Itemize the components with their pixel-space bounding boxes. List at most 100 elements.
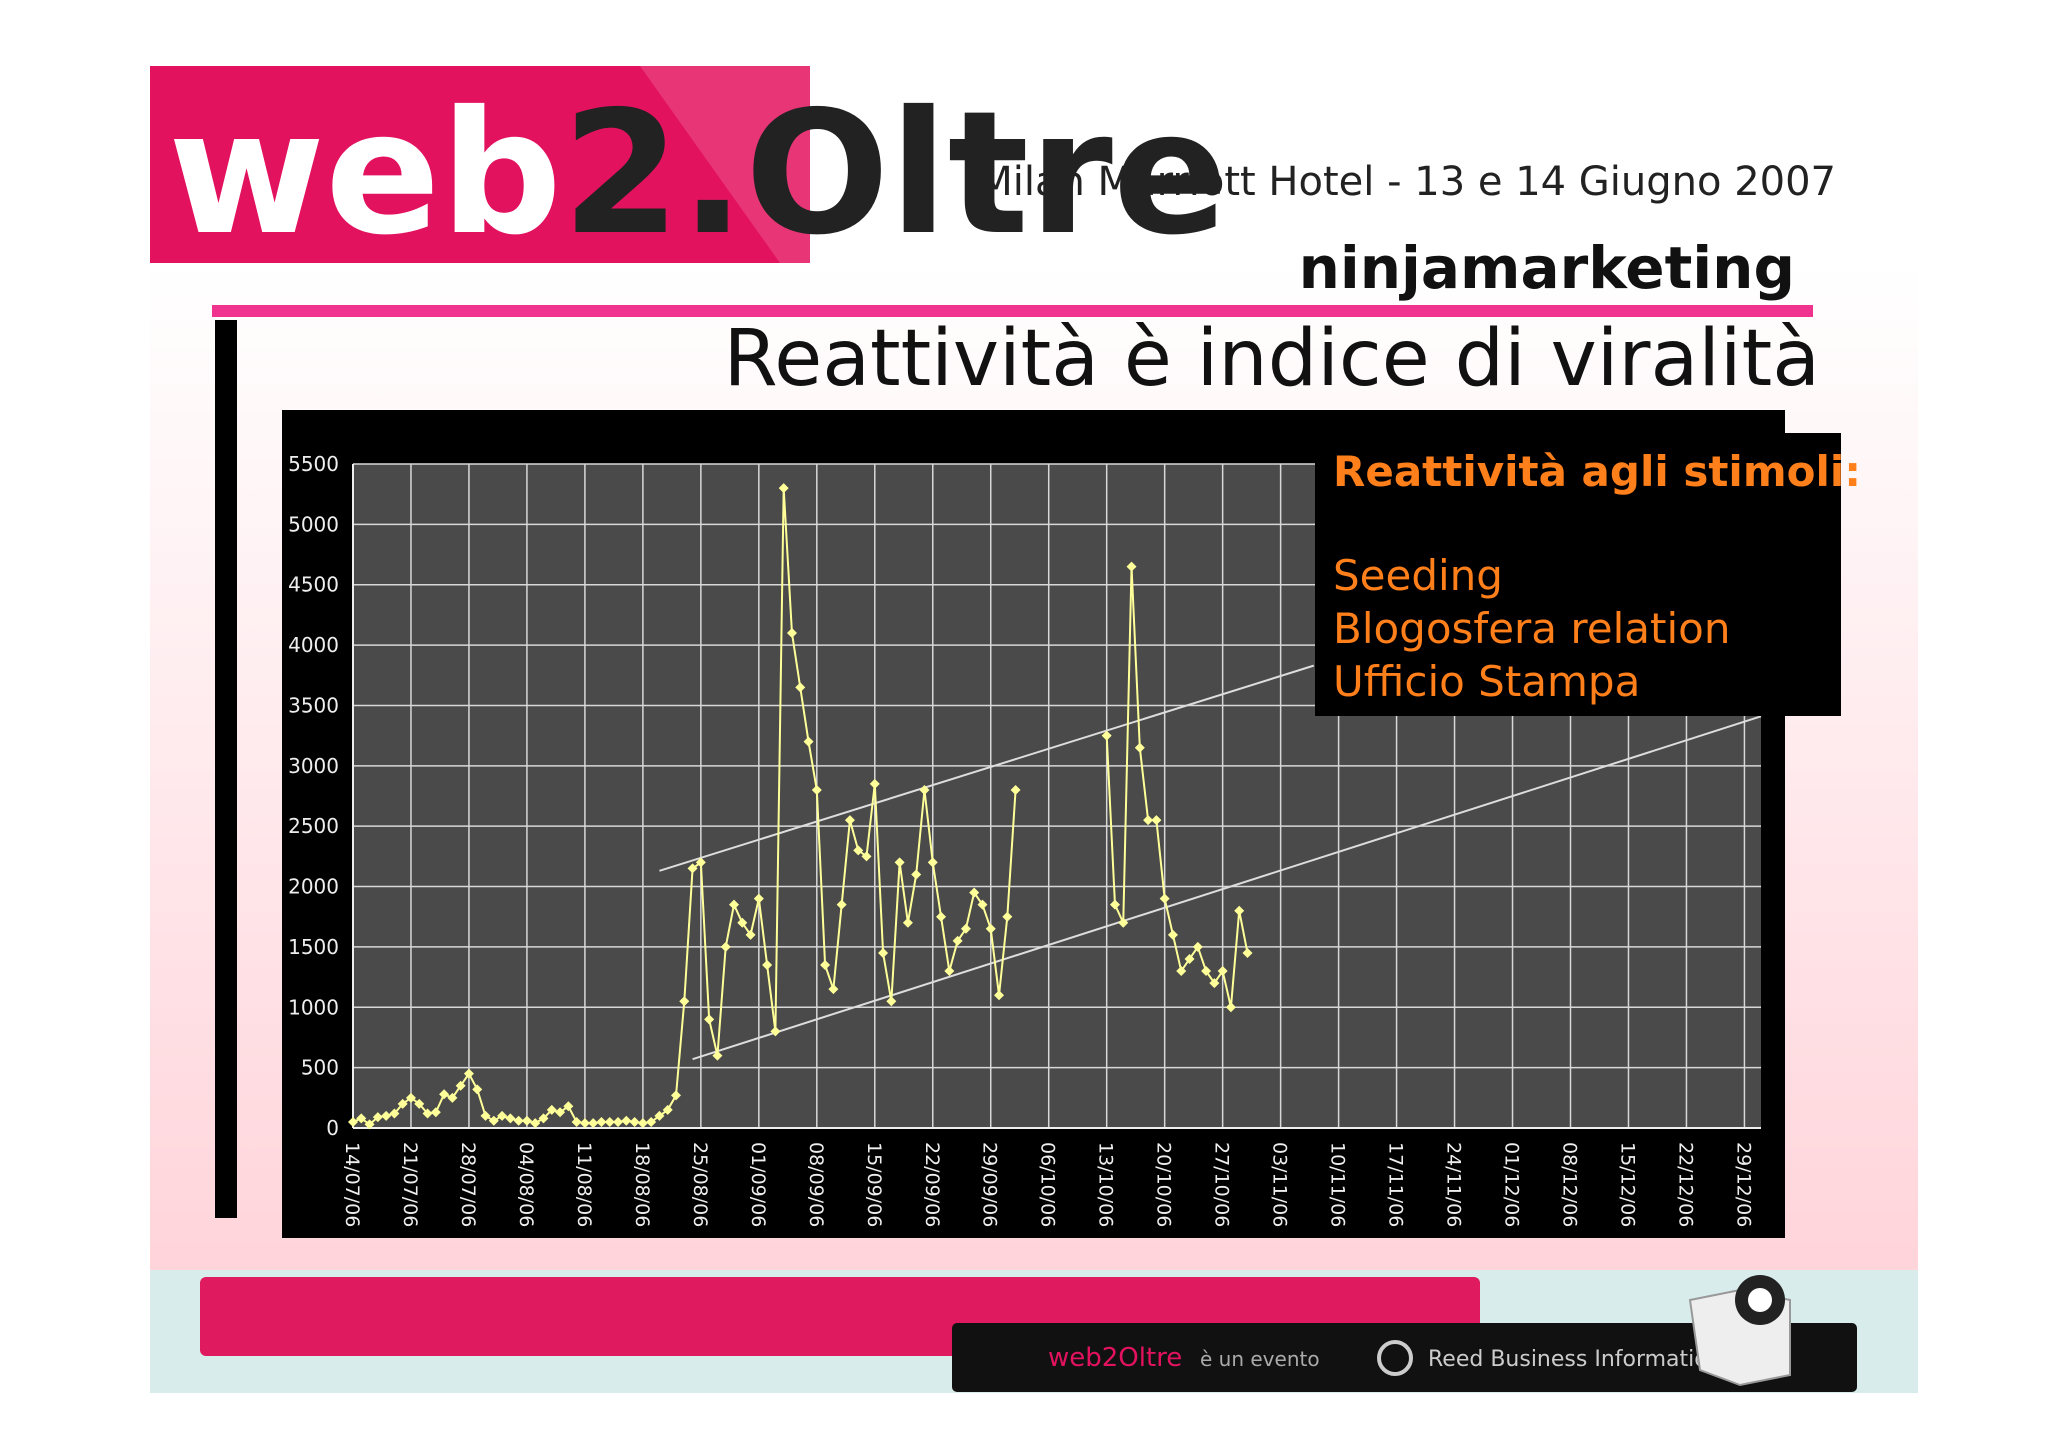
x-tick-label: 15/09/06 bbox=[863, 1142, 885, 1227]
data-point bbox=[1184, 953, 1195, 964]
data-point bbox=[878, 947, 889, 958]
data-point bbox=[472, 1084, 483, 1095]
data-point bbox=[952, 935, 963, 946]
x-tick-label: 10/11/06 bbox=[1327, 1142, 1349, 1227]
data-point bbox=[480, 1110, 491, 1121]
data-point bbox=[836, 899, 847, 910]
data-point bbox=[977, 899, 988, 910]
data-point bbox=[621, 1115, 632, 1126]
y-tick-label: 5500 bbox=[288, 452, 339, 476]
data-point bbox=[555, 1107, 566, 1118]
data-point bbox=[1225, 1002, 1236, 1013]
data-point bbox=[728, 899, 739, 910]
data-point bbox=[1217, 966, 1228, 977]
x-tick-label: 08/12/06 bbox=[1559, 1142, 1581, 1227]
data-point bbox=[588, 1118, 599, 1129]
data-point bbox=[1192, 941, 1203, 952]
x-tick-label: 06/10/06 bbox=[1037, 1142, 1059, 1227]
data-point bbox=[927, 857, 938, 868]
callout-box bbox=[1315, 433, 1841, 716]
data-point bbox=[1209, 978, 1220, 989]
data-point bbox=[1126, 561, 1137, 572]
side-bar bbox=[215, 320, 237, 1218]
data-point bbox=[463, 1068, 474, 1079]
data-point bbox=[1010, 784, 1021, 795]
data-point bbox=[687, 863, 698, 874]
y-tick-label: 1500 bbox=[288, 935, 339, 959]
data-point bbox=[596, 1116, 607, 1127]
data-point bbox=[853, 845, 864, 856]
data-point bbox=[844, 815, 855, 826]
data-point bbox=[430, 1107, 441, 1118]
data-point bbox=[439, 1089, 450, 1100]
data-point bbox=[820, 960, 831, 971]
trend-line bbox=[659, 664, 1315, 872]
footer-company: Reed Business Information bbox=[1428, 1347, 1722, 1372]
data-point bbox=[1109, 899, 1120, 910]
callout-item: Blogosfera relation bbox=[1333, 604, 1730, 653]
callout-item: Ufficio Stampa bbox=[1333, 657, 1640, 706]
data-point bbox=[969, 887, 980, 898]
data-point bbox=[637, 1118, 648, 1129]
x-tick-label: 01/12/06 bbox=[1501, 1142, 1523, 1227]
data-point bbox=[513, 1115, 524, 1126]
data-point bbox=[1101, 730, 1112, 741]
data-point bbox=[753, 893, 764, 904]
footer-icon bbox=[1377, 1340, 1413, 1376]
logo-rest: 2.Oltre bbox=[562, 75, 1228, 273]
footer-logo: web2Oltre bbox=[1048, 1343, 1182, 1373]
x-tick-label: 22/09/06 bbox=[921, 1142, 943, 1227]
logo-web: web bbox=[168, 75, 562, 273]
data-point bbox=[795, 682, 806, 693]
y-tick-label: 2000 bbox=[288, 875, 339, 899]
data-point bbox=[994, 990, 1005, 1001]
y-tick-label: 2500 bbox=[288, 814, 339, 838]
data-point bbox=[1234, 905, 1245, 916]
footer-note: è un evento bbox=[1200, 1347, 1320, 1371]
data-point bbox=[1242, 947, 1253, 958]
y-tick-label: 3500 bbox=[288, 693, 339, 717]
x-tick-label: 22/12/06 bbox=[1674, 1142, 1696, 1227]
data-point bbox=[405, 1092, 416, 1103]
data-point bbox=[530, 1118, 541, 1129]
data-point bbox=[919, 784, 930, 795]
y-tick-label: 4000 bbox=[288, 633, 339, 657]
y-tick-label: 5000 bbox=[288, 512, 339, 536]
x-tick-label: 14/07/06 bbox=[341, 1142, 363, 1227]
footer-bar bbox=[952, 1323, 1857, 1392]
y-tick-label: 1000 bbox=[288, 995, 339, 1019]
data-point bbox=[1151, 815, 1162, 826]
footer-emblem bbox=[1688, 1275, 1791, 1387]
y-tick-label: 0 bbox=[326, 1116, 339, 1140]
data-point bbox=[422, 1108, 433, 1119]
data-point bbox=[902, 917, 913, 928]
data-point bbox=[505, 1113, 516, 1124]
x-tick-label: 24/11/06 bbox=[1443, 1142, 1465, 1227]
data-point bbox=[936, 911, 947, 922]
data-point bbox=[414, 1098, 425, 1109]
data-point bbox=[488, 1115, 499, 1126]
logo-shape bbox=[640, 66, 810, 263]
data-point bbox=[770, 1026, 781, 1037]
y-tick-label: 4500 bbox=[288, 573, 339, 597]
data-point bbox=[1134, 742, 1145, 753]
data-point bbox=[356, 1113, 367, 1124]
data-point bbox=[737, 917, 748, 928]
x-tick-label: 21/07/06 bbox=[399, 1142, 421, 1227]
data-point bbox=[911, 869, 922, 880]
x-tick-label: 29/12/06 bbox=[1732, 1142, 1754, 1227]
event-info: Milan Marriott Hotel - 13 e 14 Giugno 20… bbox=[978, 159, 1836, 205]
x-tick-label: 25/08/06 bbox=[689, 1142, 711, 1227]
data-point bbox=[1201, 966, 1212, 977]
data-point bbox=[861, 851, 872, 862]
y-tick-label: 500 bbox=[301, 1056, 339, 1080]
data-point bbox=[960, 923, 971, 934]
data-point bbox=[1118, 917, 1129, 928]
trend-line bbox=[692, 715, 1762, 1061]
logo-box bbox=[150, 66, 810, 263]
data-point bbox=[563, 1101, 574, 1112]
data-point bbox=[762, 960, 773, 971]
data-point bbox=[944, 966, 955, 977]
x-tick-label: 27/10/06 bbox=[1211, 1142, 1233, 1227]
data-point bbox=[695, 857, 706, 868]
